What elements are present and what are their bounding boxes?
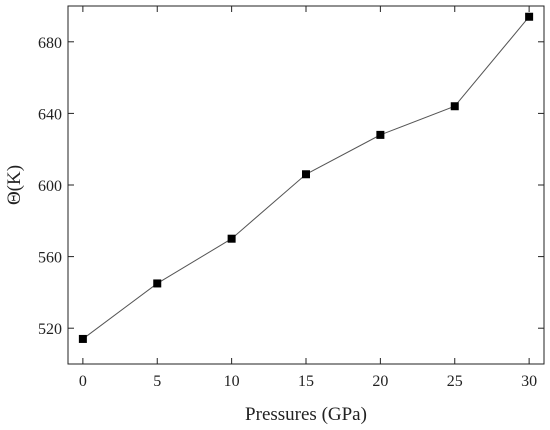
y-axis-title: Θ(K) bbox=[4, 165, 25, 205]
plot-frame-group bbox=[67, 5, 545, 365]
series-markers bbox=[78, 12, 534, 343]
y-tick-label: 680 bbox=[38, 35, 62, 52]
y-tick-label: 520 bbox=[38, 321, 62, 338]
x-tick-label: 15 bbox=[298, 373, 314, 390]
plot-frame bbox=[67, 5, 545, 365]
x-tick-label: 5 bbox=[153, 373, 161, 390]
y-tick-label: 640 bbox=[38, 106, 62, 123]
data-point-marker bbox=[227, 234, 236, 243]
x-axis-title: Pressures (GPa) bbox=[245, 404, 367, 425]
x-tick-label: 0 bbox=[79, 373, 87, 390]
y-axis: 520 560 600 640 680 bbox=[38, 35, 544, 338]
x-tick-label: 30 bbox=[521, 373, 537, 390]
data-point-marker bbox=[302, 170, 310, 179]
data-point-marker bbox=[450, 102, 459, 111]
x-tick-label: 10 bbox=[224, 373, 240, 390]
data-point-marker bbox=[153, 279, 162, 288]
x-axis: 0 5 10 15 20 25 30 bbox=[79, 6, 537, 390]
data-point-marker bbox=[376, 130, 385, 139]
y-tick-label: 560 bbox=[38, 250, 62, 267]
x-tick-label: 20 bbox=[372, 373, 388, 390]
data-point-marker bbox=[78, 334, 87, 343]
data-point-marker bbox=[525, 12, 534, 21]
x-tick-label: 25 bbox=[447, 373, 463, 390]
y-tick-label: 600 bbox=[38, 178, 62, 195]
